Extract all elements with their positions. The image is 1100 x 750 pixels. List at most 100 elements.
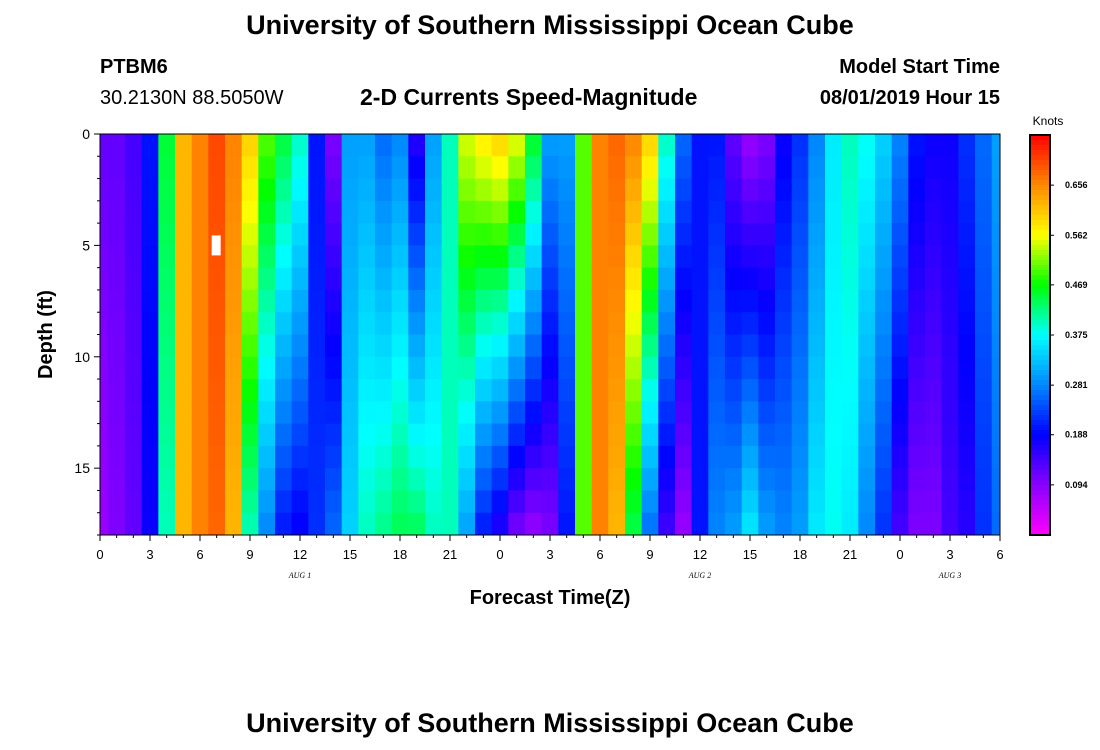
heatmap-cell — [425, 334, 443, 358]
heatmap-cell — [375, 401, 393, 425]
heatmap-cell — [975, 245, 993, 269]
heatmap-cell — [125, 490, 143, 514]
colorbar-segment — [1030, 475, 1050, 481]
heatmap-cell — [508, 156, 526, 180]
heatmap-cell — [858, 312, 876, 335]
heatmap-cell — [608, 200, 626, 224]
heatmap-cell — [291, 267, 309, 291]
heatmap-cell — [575, 312, 593, 335]
colorbar-segment — [1030, 150, 1050, 156]
heatmap-cell — [241, 423, 259, 447]
heatmap-cell — [908, 334, 926, 358]
heatmap-cell — [241, 468, 259, 491]
heatmap-cell — [125, 512, 143, 536]
heatmap-cell — [375, 490, 393, 514]
heatmap-cell — [958, 490, 976, 514]
heatmap-cell — [775, 223, 793, 246]
heatmap-cell — [841, 423, 859, 447]
heatmap-cell — [141, 267, 159, 291]
heatmap-cell — [358, 223, 376, 246]
x-tick-label: 6 — [196, 547, 203, 562]
colorbar-segment — [1030, 395, 1050, 401]
heatmap-cell — [658, 379, 676, 402]
heatmap-cell — [175, 445, 193, 469]
heatmap-cell — [208, 178, 226, 202]
heatmap-cell — [641, 423, 659, 447]
heatmap-cell — [425, 245, 443, 269]
heatmap-cell — [358, 178, 376, 202]
heatmap-cell — [875, 267, 893, 291]
heatmap-cell — [325, 178, 343, 202]
heatmap-cell — [541, 490, 559, 514]
heatmap-cell — [175, 334, 193, 358]
colorbar-segment — [1030, 305, 1050, 311]
heatmap-cell — [441, 223, 459, 246]
heatmap-cell — [108, 289, 126, 313]
heatmap-cell — [791, 356, 809, 380]
heatmap-cell — [975, 468, 993, 491]
heatmap-cell — [291, 134, 309, 157]
heatmap-cell — [725, 245, 743, 269]
colorbar-tick-label: 0.281 — [1065, 380, 1088, 390]
heatmap-cell — [258, 245, 276, 269]
heatmap-cell — [308, 267, 326, 291]
heatmap-cell — [625, 200, 643, 224]
heatmap-cell — [675, 178, 693, 202]
heatmap-cell — [525, 223, 543, 246]
heatmap-cell — [391, 401, 409, 425]
heatmap-cell — [975, 223, 993, 246]
heatmap-cell — [908, 312, 926, 335]
heatmap-cell — [991, 379, 1001, 402]
heatmap-cell — [208, 334, 226, 358]
heatmap-cell — [108, 178, 126, 202]
heatmap-cell — [575, 512, 593, 536]
heatmap-cell — [141, 178, 159, 202]
heatmap-cell — [291, 423, 309, 447]
heatmap-cell — [758, 334, 776, 358]
heatmap-cell — [225, 200, 243, 224]
heatmap-cell — [708, 200, 726, 224]
heatmap-cell — [591, 245, 609, 269]
heatmap-cell — [491, 512, 509, 536]
heatmap-cell — [141, 445, 159, 469]
heatmap-cell — [658, 468, 676, 491]
heatmap-cell — [608, 512, 626, 536]
heatmap-cell — [291, 289, 309, 313]
heatmap-cell — [275, 512, 293, 536]
heatmap-cell — [708, 490, 726, 514]
heatmap-cell — [425, 379, 443, 402]
heatmap-cell — [108, 468, 126, 491]
heatmap-cell — [100, 379, 109, 402]
colorbar-segment — [1030, 355, 1050, 361]
heatmap-cell — [908, 401, 926, 425]
heatmap-cell — [375, 134, 393, 157]
heatmap-cell — [608, 423, 626, 447]
date-label: AUG 2 — [688, 571, 711, 580]
heatmap-cell — [925, 445, 943, 469]
heatmap-cell — [175, 245, 193, 269]
heatmap-cell — [408, 289, 426, 313]
colorbar-segment — [1030, 415, 1050, 421]
heatmap-cell — [958, 223, 976, 246]
heatmap-cell — [375, 445, 393, 469]
heatmap-cell — [641, 156, 659, 180]
heatmap-cell — [908, 134, 926, 157]
heatmap-cell — [458, 267, 476, 291]
heatmap-cell — [975, 445, 993, 469]
heatmap-cell — [258, 156, 276, 180]
heatmap-cell — [841, 379, 859, 402]
y-axis-label: Depth (ft) — [35, 290, 57, 379]
heatmap-cell — [491, 178, 509, 202]
heatmap-cell — [575, 334, 593, 358]
heatmap-cell — [858, 445, 876, 469]
heatmap-cell — [541, 200, 559, 224]
heatmap-cell — [658, 156, 676, 180]
heatmap-cell — [258, 490, 276, 514]
heatmap-cell — [925, 245, 943, 269]
colorbar-segment — [1030, 300, 1050, 306]
heatmap-cell — [241, 267, 259, 291]
heatmap-cell — [558, 289, 576, 313]
heatmap-cell — [991, 401, 1001, 425]
x-tick-label: 0 — [496, 547, 503, 562]
